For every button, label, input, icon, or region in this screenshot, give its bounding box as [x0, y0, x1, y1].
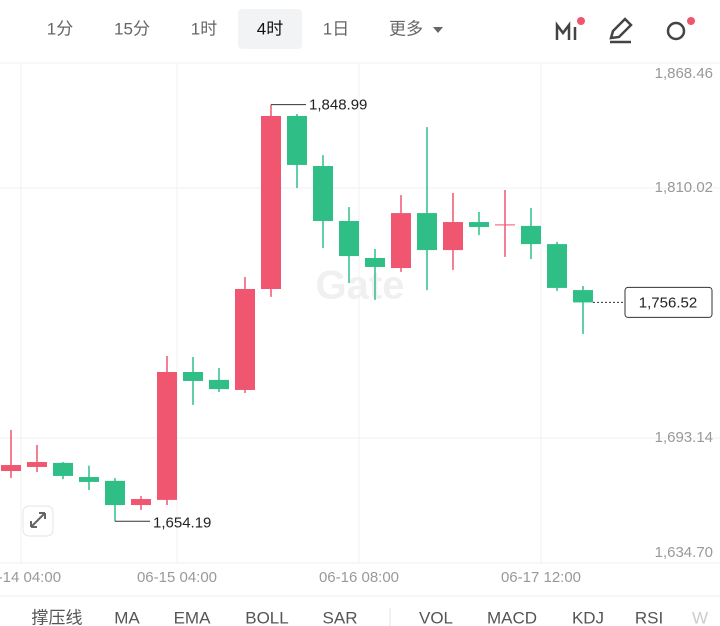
y-tick-label: 1,868.46 — [655, 65, 713, 82]
dropdown-arrow — [433, 27, 443, 33]
candle-body — [495, 224, 515, 226]
high-label: 1,848.99 — [309, 97, 367, 114]
y-tick-label: 1,810.02 — [655, 179, 713, 196]
y-tick-label: 1,634.70 — [655, 544, 713, 561]
indicator-tab[interactable]: BOLL — [245, 608, 288, 626]
interval-tab[interactable]: 1时 — [191, 19, 217, 38]
low-label: 1,654.19 — [153, 514, 211, 531]
candle-body — [235, 289, 255, 390]
draw-icon[interactable] — [609, 17, 633, 44]
candle-body — [183, 371, 203, 381]
indicator-tab[interactable]: RSI — [635, 608, 663, 626]
candle-body — [521, 225, 541, 245]
candle-body — [53, 462, 73, 476]
candle-body — [365, 257, 385, 267]
indicator-tab[interactable]: MACD — [487, 608, 537, 626]
candle-body — [79, 477, 99, 482]
candle-body — [27, 462, 47, 467]
x-tick-label: 06-15 04:00 — [137, 569, 217, 586]
indicator-tab[interactable]: SAR — [323, 608, 358, 626]
y-tick-label: 1,693.14 — [655, 429, 713, 446]
candle-body — [547, 244, 567, 288]
more-menu[interactable]: 更多 — [389, 19, 423, 38]
x-tick-label: 06-14 04:00 — [0, 569, 61, 586]
candle-body — [469, 222, 489, 227]
watermark: Gate — [316, 264, 405, 308]
expand-icon — [30, 512, 46, 528]
candle-body — [287, 115, 307, 165]
active-tab-bg — [238, 9, 302, 49]
candle-body — [573, 290, 593, 303]
last-price-box — [624, 286, 713, 318]
indicator-tab[interactable]: 撑压线 — [32, 608, 83, 626]
interval-tab-active[interactable]: 4时 — [257, 19, 283, 38]
candle-body — [261, 115, 281, 290]
candle-body — [443, 222, 463, 251]
indicator-tab[interactable]: KDJ — [572, 608, 604, 626]
interval-tab[interactable]: 15分 — [114, 19, 150, 38]
indicator-tab[interactable]: EMA — [174, 608, 212, 626]
candle-body — [1, 465, 21, 472]
candle-body — [339, 220, 359, 257]
candle-body — [157, 371, 177, 500]
badge — [687, 17, 695, 25]
indicator-tab[interactable]: VOL — [419, 608, 453, 626]
settings-icon[interactable] — [666, 21, 686, 41]
indicator-icon[interactable] — [555, 21, 577, 40]
candle-body — [313, 166, 333, 221]
indicator-tab[interactable]: W — [692, 608, 708, 626]
candle-body — [391, 213, 411, 269]
indicator-tab[interactable]: MA — [114, 608, 140, 626]
x-tick-label: 06-16 08:00 — [319, 569, 399, 586]
last-price-label: 1,756.52 — [639, 294, 697, 311]
interval-tab[interactable]: 1日 — [323, 19, 349, 38]
candle-body — [105, 480, 125, 506]
candle-body — [417, 213, 437, 251]
candle-body — [209, 379, 229, 390]
badge — [577, 17, 585, 25]
interval-tab[interactable]: 1分 — [47, 19, 73, 38]
x-tick-label: 06-17 12:00 — [501, 569, 581, 586]
candle-body — [131, 499, 151, 506]
